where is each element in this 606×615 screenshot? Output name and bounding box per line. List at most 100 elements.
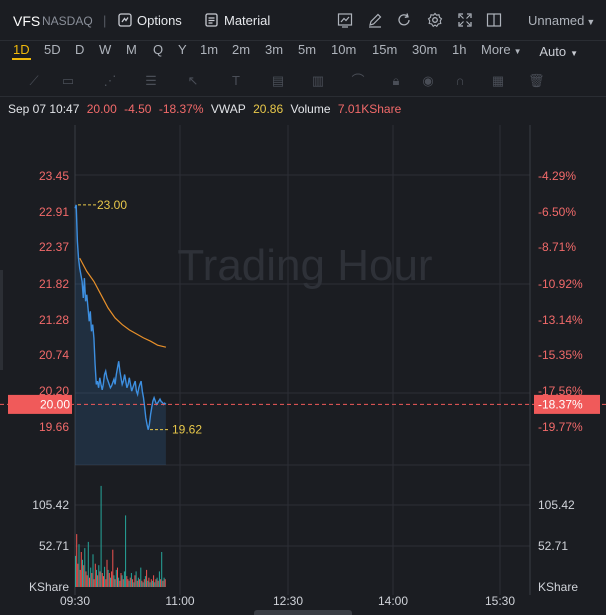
visibility-tool-icon[interactable]: ◉ xyxy=(422,73,434,88)
period-5d[interactable]: 5D xyxy=(44,42,61,57)
period-5m[interactable]: 5m xyxy=(298,42,317,57)
settings-icon[interactable] xyxy=(427,12,443,28)
volume-bar xyxy=(146,569,148,587)
options-button[interactable]: Options xyxy=(118,0,182,40)
quote-info-bar: Sep 07 10:47 20.00 -4.50 -18.37% VWAP 20… xyxy=(8,102,405,116)
period-selector: 1D 5D D W M Q Y 1m 2m 3m 5m 10m 15m 30m … xyxy=(0,40,606,62)
trendline-tool-icon[interactable]: ⟋ xyxy=(29,73,39,88)
volume-bar xyxy=(123,571,125,587)
period-10m[interactable]: 10m xyxy=(331,42,357,57)
period-d[interactable]: D xyxy=(75,42,85,57)
pattern-tool-icon[interactable]: ⋰ xyxy=(103,73,117,88)
volume-bar xyxy=(79,569,81,587)
pct-tick: -10.92% xyxy=(538,277,583,291)
volume-bar xyxy=(147,580,149,587)
fib-tool-icon[interactable]: ☰ xyxy=(145,73,157,88)
volume-bar xyxy=(162,580,164,587)
period-1d[interactable]: 1D xyxy=(12,42,31,60)
lock-tool-icon[interactable]: 🔒︎ xyxy=(392,73,400,88)
refresh-icon[interactable] xyxy=(396,12,412,28)
volume-bar xyxy=(143,579,145,587)
price-line xyxy=(74,204,167,430)
period-y[interactable]: Y xyxy=(178,42,187,57)
volume-bar xyxy=(110,577,111,587)
draw-icon[interactable] xyxy=(367,12,383,28)
arrow-tool-icon[interactable]: ↖ xyxy=(187,73,199,88)
volume-bar xyxy=(121,575,123,587)
material-icon xyxy=(205,13,218,27)
watermark-text: Trading Hour xyxy=(177,241,432,290)
volume-bar xyxy=(137,577,139,587)
magnet-mode-icon[interactable]: ∩ xyxy=(455,73,465,88)
stock-symbol[interactable]: VFS xyxy=(13,13,41,29)
left-panel-handle[interactable] xyxy=(0,270,3,370)
volume-bar xyxy=(139,579,141,587)
magnet-tool-icon[interactable]: ⌒ xyxy=(351,73,365,88)
price-tick: 22.91 xyxy=(39,205,69,219)
layout-dropdown[interactable]: Unnamed ▼ xyxy=(528,0,595,40)
text-tool-icon[interactable]: T xyxy=(232,73,240,88)
volume-bar xyxy=(76,534,78,587)
pct-tick: -6.50% xyxy=(538,205,576,219)
period-1m[interactable]: 1m xyxy=(200,42,219,57)
volume-bar xyxy=(113,575,115,587)
measure-tool-icon[interactable]: ▥ xyxy=(311,73,325,88)
top-toolbar: VFS NASDAQ | Options Material Unnamed ▼ xyxy=(0,0,606,41)
period-q[interactable]: Q xyxy=(153,42,164,57)
period-2m[interactable]: 2m xyxy=(232,42,251,57)
high-label: 23.00 xyxy=(97,198,127,212)
volume-label: Volume xyxy=(290,102,331,116)
volume-bar xyxy=(107,569,109,587)
volume-bar xyxy=(127,579,129,587)
time-tick: 09:30 xyxy=(60,594,90,605)
period-3m[interactable]: 3m xyxy=(265,42,284,57)
bottom-panel-handle[interactable] xyxy=(254,610,352,615)
price-tick: 20.20 xyxy=(39,384,69,398)
volume-bar xyxy=(94,563,96,587)
volume-bar xyxy=(92,554,94,587)
layers-tool-icon[interactable]: ▦ xyxy=(491,73,505,88)
volume-bar xyxy=(132,579,134,587)
quote-price: 20.00 xyxy=(86,102,117,116)
price-area-fill xyxy=(75,204,166,465)
volume-bar xyxy=(117,567,118,587)
scale-mode-dropdown[interactable]: Auto ▼ xyxy=(539,44,578,59)
period-w[interactable]: W xyxy=(99,42,112,57)
more-periods-dropdown[interactable]: More ▼ xyxy=(481,42,522,57)
rectangle-tool-icon[interactable]: ▭ xyxy=(61,73,75,88)
volume-bar xyxy=(112,549,114,587)
delete-tool-icon[interactable]: 🗑︎ xyxy=(528,73,545,88)
pct-tick: -17.56% xyxy=(538,384,583,398)
time-tick: 14:00 xyxy=(378,594,408,605)
period-m[interactable]: M xyxy=(126,42,137,57)
time-axis: 09:30 11:00 12:30 14:00 15:30 xyxy=(60,594,515,605)
period-15m[interactable]: 15m xyxy=(372,42,398,57)
volume-bar xyxy=(160,579,162,587)
period-1h[interactable]: 1h xyxy=(452,42,467,57)
scale-mode-label: Auto xyxy=(539,44,567,59)
volume-bar xyxy=(120,573,122,587)
fullscreen-icon[interactable] xyxy=(457,12,473,28)
chart-type-icon[interactable] xyxy=(337,12,353,28)
volume-bar xyxy=(161,552,163,587)
note-tool-icon[interactable]: ▤ xyxy=(271,73,285,88)
caret-down-icon: ▼ xyxy=(570,49,578,58)
volume-bar xyxy=(98,565,100,587)
period-30m[interactable]: 30m xyxy=(412,42,438,57)
volume-bar xyxy=(85,571,87,587)
volume-bar xyxy=(122,579,124,587)
volume-bar xyxy=(136,580,138,587)
layout-label: Unnamed xyxy=(528,13,585,28)
price-tick: 21.82 xyxy=(39,277,69,291)
volume-bar xyxy=(153,575,155,587)
options-icon xyxy=(118,13,132,27)
material-button[interactable]: Material xyxy=(205,0,270,40)
volume-bar xyxy=(157,580,159,587)
volume-bar xyxy=(156,577,158,587)
volume-bar xyxy=(130,573,132,587)
volume-bar xyxy=(164,579,166,587)
compare-icon[interactable] xyxy=(486,12,502,28)
price-tick: 23.45 xyxy=(39,169,69,183)
volume-bar xyxy=(135,571,137,587)
price-chart[interactable]: Trading Hour 23.45 22.91 22.37 21.82 21.… xyxy=(0,125,606,605)
